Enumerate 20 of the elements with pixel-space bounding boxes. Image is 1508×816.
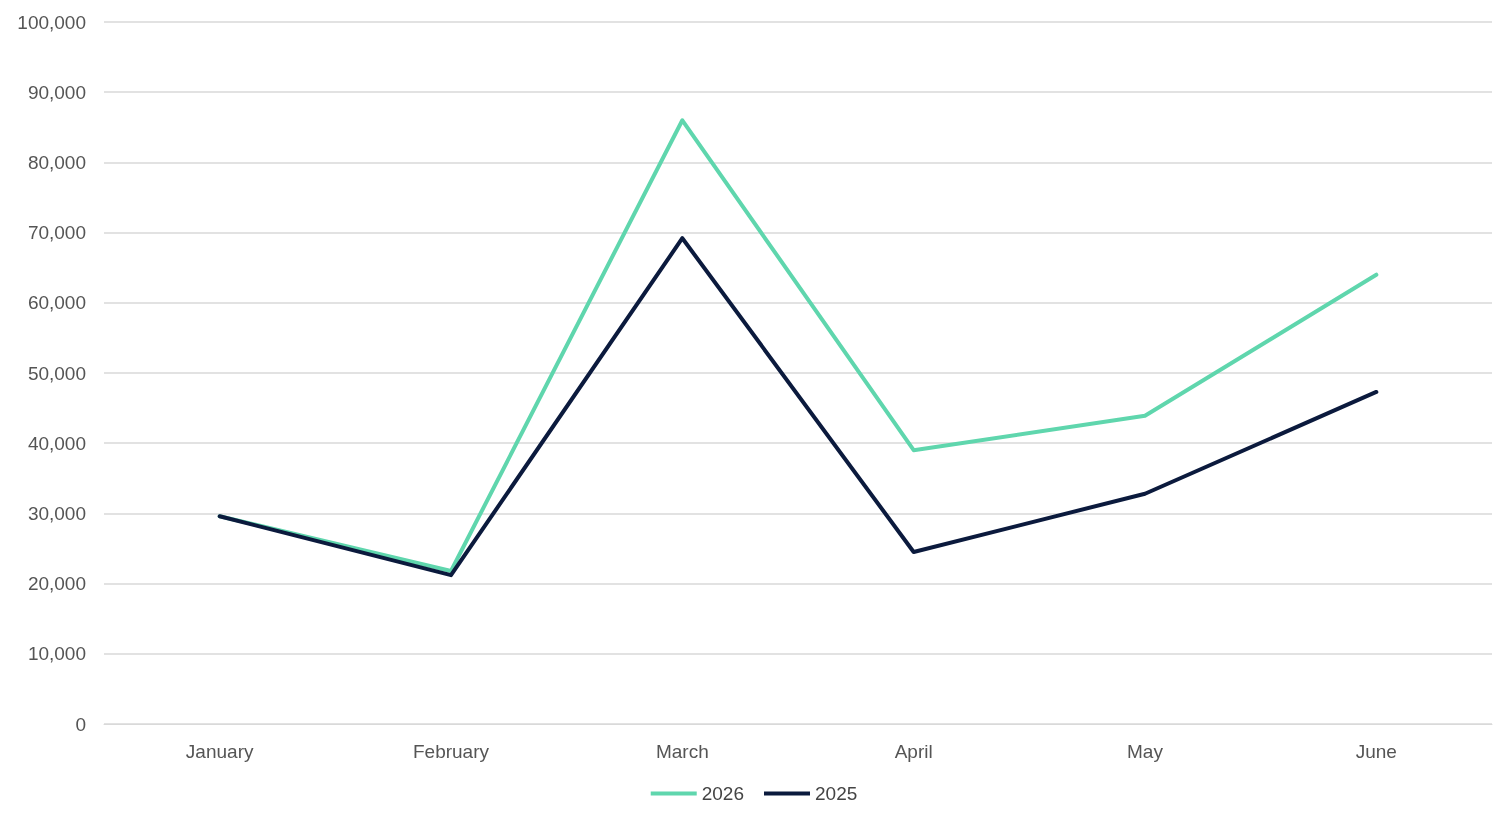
line-series <box>217 236 1379 578</box>
y-tick-label: 90,000 <box>27 81 86 103</box>
y-tick-label: 70,000 <box>27 222 86 244</box>
x-tick-label: May <box>1127 741 1164 762</box>
x-tick-label: March <box>655 741 709 762</box>
y-tick-label: 50,000 <box>27 362 86 384</box>
x-tick-label: February <box>412 741 490 762</box>
x-tick-label: June <box>1355 741 1397 762</box>
legend-label: 2026 <box>701 783 745 804</box>
legend-label: 2025 <box>815 783 858 804</box>
y-tick-label: 0 <box>75 713 86 735</box>
y-tick-label: 100,000 <box>17 11 86 33</box>
x-tick-label: April <box>894 741 933 762</box>
y-tick-label: 20,000 <box>27 573 86 595</box>
x-tick-label: January <box>185 741 254 762</box>
y-tick-label: 10,000 <box>27 643 86 665</box>
y-tick-label: 30,000 <box>27 502 86 524</box>
y-tick-label: 80,000 <box>27 151 86 173</box>
y-tick-label: 40,000 <box>27 432 86 454</box>
y-tick-label: 60,000 <box>27 292 86 314</box>
